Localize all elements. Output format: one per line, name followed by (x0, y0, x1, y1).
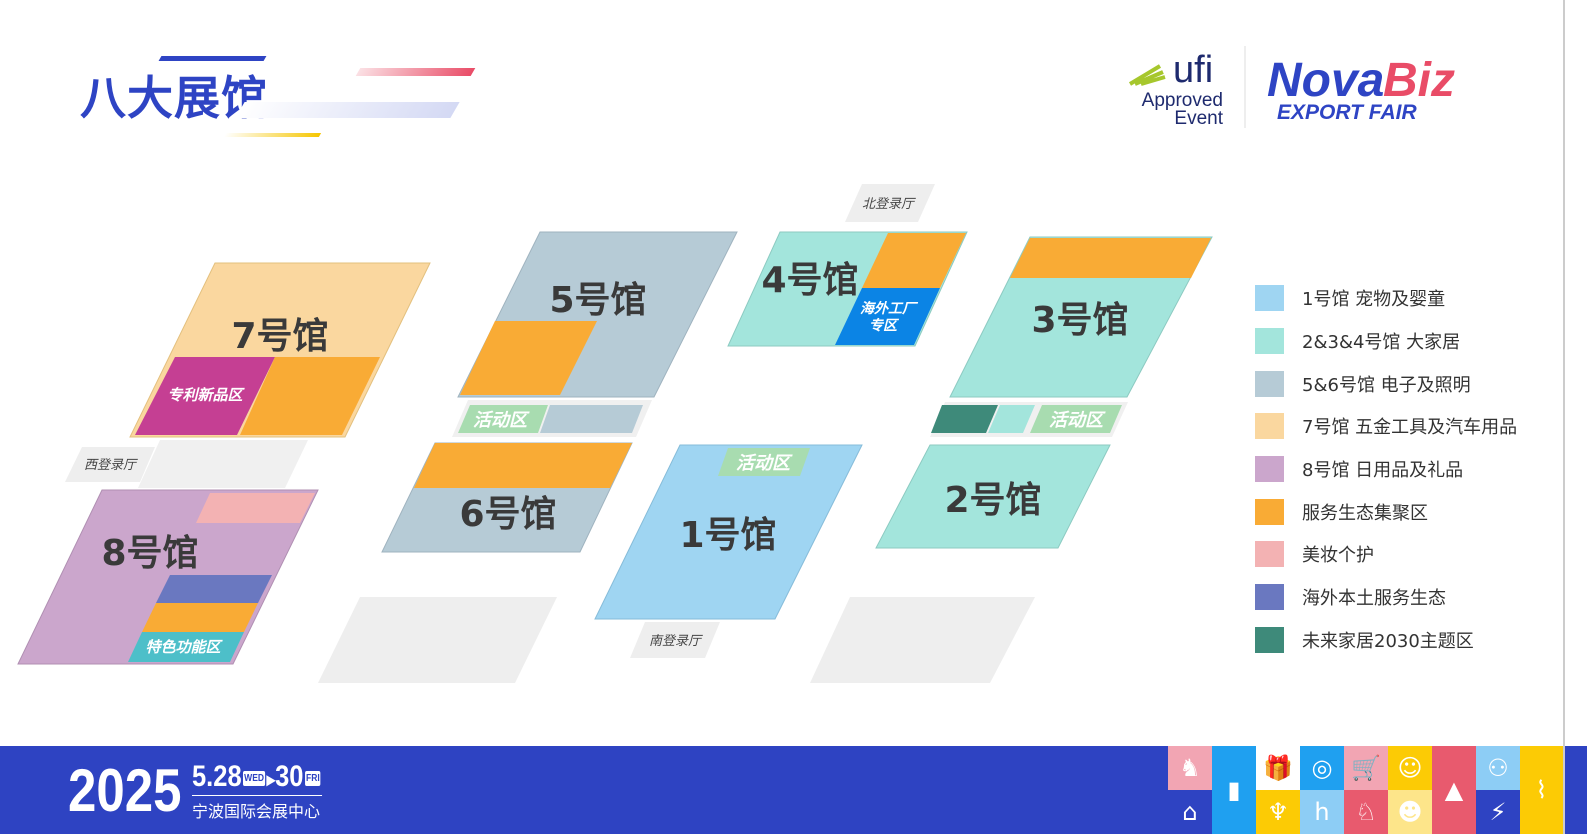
blender-icon: ♆ (1256, 790, 1300, 834)
north-entry-label: 北登录厅 (862, 197, 916, 212)
zone-home (988, 405, 1035, 433)
venue: 宁波国际会展中心 (192, 802, 321, 821)
overseas-factory-label: 海外工厂 (860, 300, 919, 317)
legend-label: 8号馆 日用品及礼品 (1302, 460, 1464, 482)
legend-swatch (1255, 541, 1284, 568)
rocking-horse-icon: ♞ (1168, 746, 1212, 790)
hall-3-label: 3号馆 (1031, 300, 1128, 341)
legend-item: 2&3&4号馆 大家居 (1255, 320, 1517, 363)
legend-swatch (1255, 370, 1284, 397)
south-entry[interactable] (630, 622, 720, 658)
charger-icon: ⚡ (1476, 790, 1520, 834)
special-zone-label: 特色功能区 (145, 638, 223, 656)
legend-swatch (1255, 498, 1284, 525)
logos: ufi Approved Event Nova Biz EXPORT FAIR (1125, 44, 1465, 129)
legend-label: 2&3&4号馆 大家居 (1302, 332, 1461, 354)
ufi-logo: ufi Approved Event Nova Biz EXPORT FAIR (1128, 46, 1455, 129)
chair-icon: h (1300, 790, 1344, 834)
walkway (138, 440, 308, 488)
tower-fan-icon: ▮ (1212, 746, 1256, 834)
legend-item: 未来家居2030主题区 (1255, 619, 1517, 662)
arrow-icon: ▸ (266, 769, 276, 791)
hall-4-label: 4号馆 (761, 260, 858, 301)
legend-item: 美妆个护 (1255, 533, 1517, 576)
ufi-text: ufi (1173, 49, 1213, 91)
west-entry[interactable] (65, 447, 155, 482)
legend-label: 5&6号馆 电子及照明 (1302, 374, 1471, 396)
year: 2025 (68, 757, 182, 824)
date-end: 30 (275, 760, 304, 793)
date-start: 5.28 (192, 760, 242, 793)
legend-item: 7号馆 五金工具及汽车用品 (1255, 405, 1517, 448)
hall-1-label: 1号馆 (679, 515, 776, 556)
export-fair-text: EXPORT FAIR (1277, 101, 1417, 124)
washing-machine-icon: ◎ (1300, 746, 1344, 790)
north-entry[interactable] (845, 184, 935, 222)
legend-label: 服务生态集聚区 (1302, 502, 1428, 524)
patent-zone-label: 专利新品区 (167, 386, 245, 404)
legend-swatch (1255, 626, 1284, 653)
handshake-icon: ⚇ (1476, 746, 1520, 790)
future-home-zone[interactable] (931, 405, 998, 433)
hall-3[interactable]: 3号馆 (949, 236, 1213, 398)
shopping-cart-icon: 🛒 (1344, 746, 1388, 790)
hall-5-label: 5号馆 (549, 280, 646, 321)
hall-4[interactable]: 4号馆 海外工厂 专区 (727, 231, 968, 347)
empty-area (318, 597, 557, 683)
legend-swatch (1255, 413, 1284, 440)
hall-8-label: 8号馆 (101, 533, 198, 574)
zone-electronics (540, 405, 643, 433)
legend-item: 服务生态集聚区 (1255, 490, 1517, 533)
west-entry-label: 西登录厅 (84, 458, 138, 473)
activity-zone[interactable] (458, 405, 548, 433)
hall-1[interactable]: 活动区 1号馆 (594, 444, 863, 620)
legend-swatch (1255, 328, 1284, 355)
legend: 1号馆 宠物及婴童 2&3&4号馆 大家居 5&6号馆 电子及照明 7号馆 五金工具及… (1255, 277, 1517, 661)
legend-item: 1号馆 宠物及婴童 (1255, 277, 1517, 320)
activity-zone-label: 活动区 (736, 453, 793, 474)
activity-zone[interactable] (1030, 405, 1122, 433)
lamp-icon: ⌇ (1520, 746, 1563, 834)
day-start: WED (243, 770, 265, 786)
legend-label: 美妆个护 (1302, 545, 1374, 567)
legend-item: 海外本土服务生态 (1255, 576, 1517, 619)
hall-5[interactable]: 5号馆 (457, 231, 738, 398)
activity-zone-label: 活动区 (1049, 410, 1106, 431)
south-entry-label: 南登录厅 (649, 634, 703, 649)
hall-6[interactable]: 6号馆 (381, 442, 633, 553)
legend-label: 未来家居2030主题区 (1302, 630, 1474, 652)
hall-6-label: 6号馆 (459, 494, 556, 535)
legend-label: 1号馆 宠物及婴童 (1302, 289, 1446, 311)
gift-icon: 🎁 (1256, 746, 1300, 790)
hall-7[interactable]: 7号馆 专利新品区 (129, 262, 431, 438)
overseas-factory-label: 专区 (869, 317, 900, 334)
legend-swatch (1255, 456, 1284, 483)
shopping-bag-icon: ☺ (1388, 746, 1432, 790)
hall-2-label: 2号馆 (944, 480, 1041, 521)
day-end: FRI (305, 770, 321, 786)
ufi-sub: Approved (1142, 90, 1223, 111)
activity-zone-label: 活动区 (473, 410, 530, 431)
empty-area (810, 597, 1035, 683)
novabiz-text: Biz (1383, 54, 1455, 107)
hall-2[interactable]: 2号馆 (875, 444, 1111, 549)
armchair-icon: ⌂ (1168, 790, 1212, 834)
legend-swatch (1255, 285, 1284, 312)
legend-item: 8号馆 日用品及礼品 (1255, 448, 1517, 491)
legend-item: 5&6号馆 电子及照明 (1255, 362, 1517, 405)
chat-icon: ☻ (1388, 790, 1432, 834)
novabiz-text: Nova (1267, 54, 1384, 107)
legend-swatch (1255, 584, 1284, 611)
floor-lamp-icon: ▲ (1432, 746, 1476, 834)
dog-icon: ♘ (1344, 790, 1388, 834)
right-edge (1563, 0, 1565, 834)
ufi-sub: Event (1174, 108, 1223, 129)
legend-label: 7号馆 五金工具及汽车用品 (1302, 417, 1518, 439)
hall-7-label: 7号馆 (231, 316, 328, 357)
legend-label: 海外本土服务生态 (1302, 588, 1446, 610)
date-range: 5.28 WED ▸30 FRI (192, 760, 323, 796)
hall-8[interactable]: 8号馆 特色功能区 (17, 489, 319, 665)
